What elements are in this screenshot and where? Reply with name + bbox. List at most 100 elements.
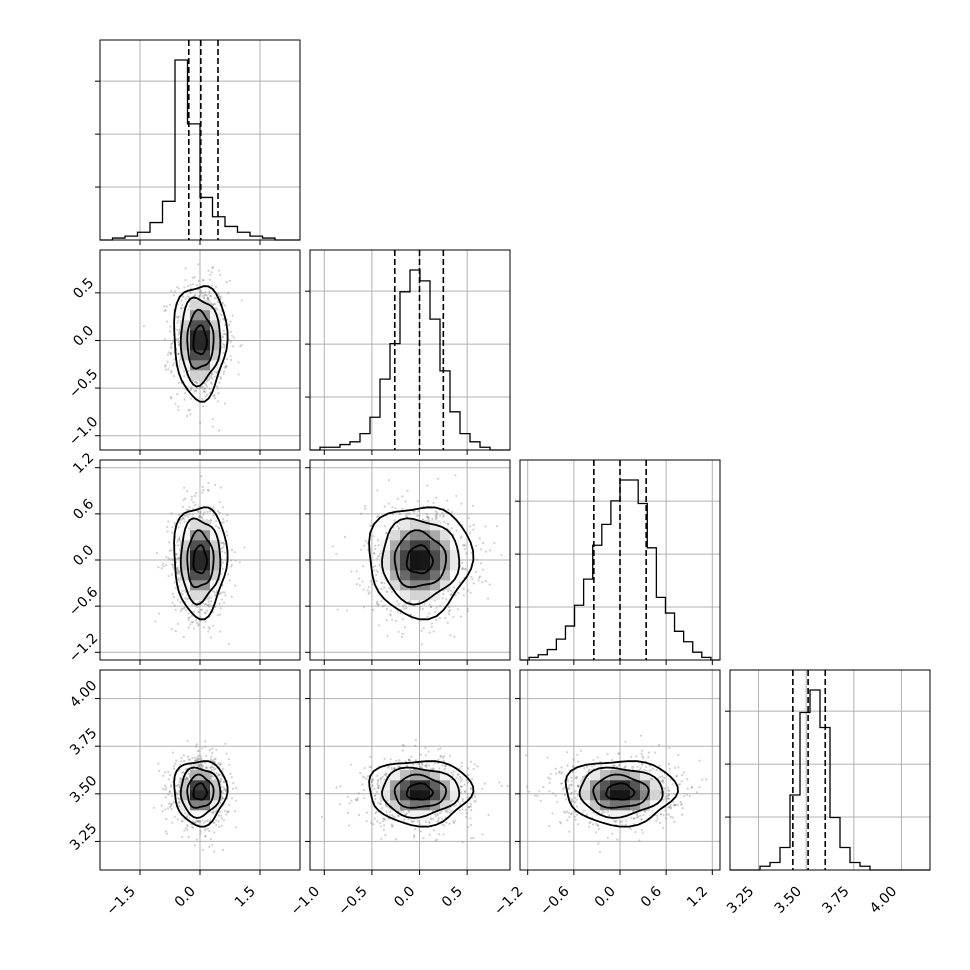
scatter-point — [207, 605, 211, 608]
scatter-point — [171, 592, 174, 596]
scatter-point — [401, 495, 404, 498]
density-cell — [210, 550, 221, 561]
density-cell — [180, 550, 191, 561]
scatter-point — [364, 505, 367, 508]
scatter-point — [164, 788, 167, 791]
scatter-point — [177, 352, 180, 355]
density-cell — [420, 540, 431, 551]
scatter-point — [393, 519, 396, 522]
scatter-point — [321, 815, 324, 819]
scatter-point — [176, 567, 179, 570]
scatter-point — [186, 490, 189, 493]
scatter-point — [665, 813, 668, 816]
scatter-point — [449, 634, 452, 637]
scatter-point — [211, 377, 214, 380]
scatter-point — [428, 612, 431, 615]
scatter-point — [229, 320, 232, 323]
scatter-point — [403, 626, 407, 629]
scatter-point — [452, 616, 455, 619]
scatter-point — [362, 565, 365, 568]
scatter-point — [454, 474, 457, 477]
scatter-point — [180, 307, 183, 310]
scatter-point — [437, 817, 440, 820]
scatter-point — [171, 364, 175, 367]
density-cell — [200, 540, 211, 551]
scatter-point — [416, 500, 419, 503]
scatter-point — [232, 336, 236, 339]
scatter-point — [180, 607, 183, 611]
scatter-point — [399, 612, 402, 615]
scatter-point — [231, 797, 234, 800]
scatter-point — [372, 823, 375, 826]
scatter-point — [371, 784, 374, 787]
scatter-point — [203, 829, 206, 832]
scatter-point — [350, 570, 353, 573]
scatter-point — [222, 518, 225, 521]
scatter-point — [164, 364, 167, 367]
scatter-point — [210, 372, 213, 375]
scatter-point — [222, 819, 225, 822]
scatter-point — [467, 516, 470, 520]
density-cell — [390, 570, 401, 581]
density-cell — [200, 350, 211, 361]
scatter-point — [210, 600, 213, 603]
scatter-point — [202, 405, 205, 408]
scatter-point — [194, 756, 197, 759]
scatter-point — [201, 295, 204, 298]
scatter-point — [363, 507, 366, 510]
scatter-point — [402, 810, 405, 813]
scatter-point — [389, 609, 392, 612]
scatter-point — [468, 532, 471, 535]
scatter-point — [407, 758, 410, 762]
scatter-point — [167, 557, 170, 560]
scatter-point — [205, 767, 208, 770]
scatter-point — [229, 330, 232, 333]
scatter-point — [213, 375, 216, 378]
scatter-point — [461, 561, 464, 565]
scatter-point — [219, 630, 222, 633]
scatter-point — [372, 778, 375, 781]
scatter-point — [171, 751, 174, 754]
scatter-point — [217, 814, 220, 817]
scatter-point — [183, 517, 186, 521]
scatter-point — [467, 773, 470, 777]
scatter-point — [442, 514, 445, 517]
scatter-point — [193, 604, 197, 607]
scatter-point — [189, 388, 192, 392]
scatter-point — [230, 358, 233, 361]
scatter-point — [217, 292, 220, 295]
scatter-point — [203, 387, 207, 390]
density-cell — [210, 540, 221, 551]
density-cell — [190, 530, 201, 541]
scatter-point — [187, 616, 190, 619]
scatter-point — [464, 567, 467, 571]
scatter-point — [178, 800, 181, 803]
scatter-point — [396, 610, 399, 614]
scatter-point — [461, 841, 464, 844]
scatter-point — [371, 608, 374, 612]
scatter-point — [570, 780, 573, 783]
scatter-point — [171, 558, 174, 561]
scatter-point — [464, 808, 468, 811]
scatter-point — [219, 814, 222, 817]
scatter-point — [386, 635, 389, 638]
scatter-point — [176, 328, 179, 332]
scatter-point — [198, 749, 201, 752]
scatter-point — [425, 513, 428, 516]
scatter-point — [465, 778, 468, 782]
scatter-point — [218, 613, 221, 616]
scatter-point — [428, 603, 431, 606]
scatter-point — [235, 799, 238, 802]
scatter-point — [500, 784, 503, 787]
scatter-point — [383, 586, 386, 589]
scatter-point — [206, 393, 209, 396]
scatter-point — [348, 802, 351, 805]
scatter-point — [189, 292, 192, 295]
scatter-point — [213, 394, 216, 397]
scatter-point — [170, 573, 173, 576]
density-cell — [190, 580, 201, 591]
density-cell — [400, 540, 411, 551]
scatter-point — [434, 516, 438, 520]
scatter-point — [472, 767, 475, 771]
scatter-point — [230, 563, 233, 567]
